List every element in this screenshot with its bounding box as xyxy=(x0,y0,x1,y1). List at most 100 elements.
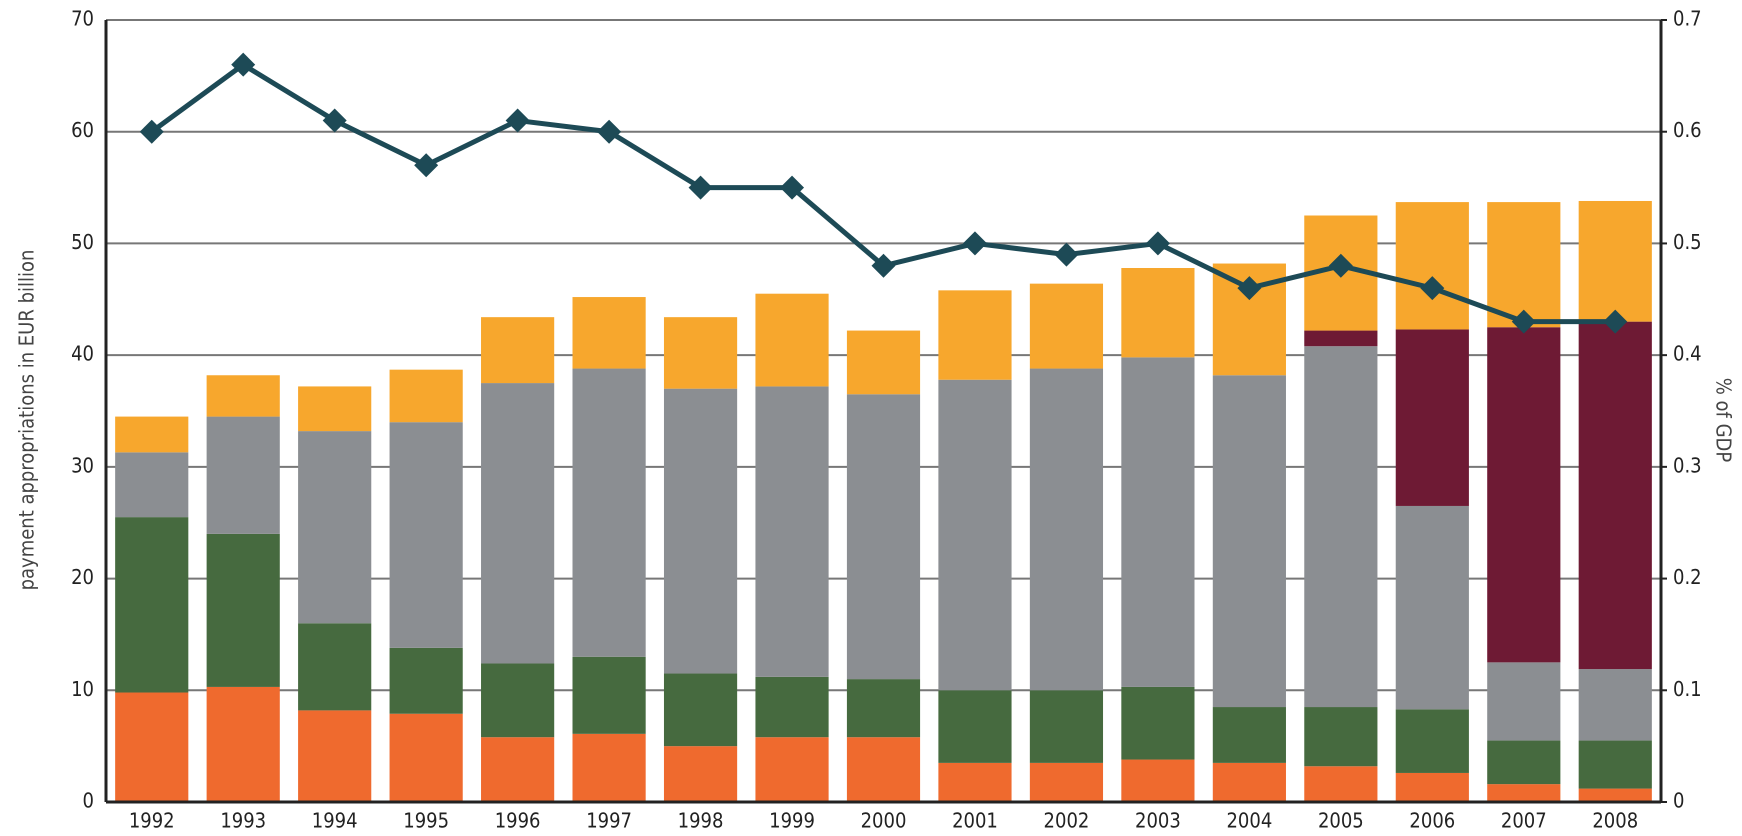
line-marker xyxy=(139,119,164,144)
y-tick-label: 70 xyxy=(71,7,94,31)
y-tick-label: 50 xyxy=(71,230,94,254)
bar-segment xyxy=(1395,709,1469,773)
bar-segment xyxy=(298,386,372,432)
bar-segment xyxy=(481,317,555,384)
bar-segment xyxy=(938,379,1012,691)
bar-segment xyxy=(1578,200,1652,322)
bar-segment xyxy=(663,317,738,389)
y2-tick-label: 0.4 xyxy=(1673,342,1702,366)
y-tick-label: 60 xyxy=(71,118,94,142)
bar-segment xyxy=(1121,268,1195,358)
bar-segment xyxy=(938,290,1012,380)
x-tick-label: 1993 xyxy=(220,809,266,833)
bar-segment xyxy=(846,737,921,802)
line-marker xyxy=(780,175,805,200)
line-marker xyxy=(231,52,256,77)
y2-tick-label: 0.6 xyxy=(1673,118,1702,142)
bar-segment xyxy=(1304,766,1378,802)
bar-segment xyxy=(755,676,829,738)
bar-segment xyxy=(1304,707,1378,767)
line-marker xyxy=(1603,309,1628,334)
bar-segment xyxy=(1304,330,1378,347)
x-tick-label: 2001 xyxy=(952,809,998,833)
bar-segment xyxy=(115,416,189,453)
bar-segment xyxy=(1212,707,1286,763)
x-tick-label: 2004 xyxy=(1226,809,1272,833)
bar-segment xyxy=(1029,368,1104,691)
bar-segment xyxy=(1578,740,1652,789)
x-tick-label: 2002 xyxy=(1044,809,1090,833)
bar-segment xyxy=(1029,762,1104,802)
bar-segment xyxy=(1395,329,1469,506)
bar-segment xyxy=(115,692,189,802)
y2-tick-label: 0.7 xyxy=(1673,7,1702,31)
x-tick-label: 2007 xyxy=(1501,809,1547,833)
bar-segment xyxy=(481,663,555,738)
line-marker xyxy=(414,153,439,178)
bar-segment xyxy=(389,647,463,714)
x-tick-label: 1998 xyxy=(678,809,724,833)
bar-segment xyxy=(1395,505,1469,710)
bar-segment xyxy=(755,386,829,677)
x-tick-label: 2008 xyxy=(1592,809,1638,833)
bar-segment xyxy=(1578,788,1652,802)
x-tick-label: 2005 xyxy=(1318,809,1364,833)
bar-segment xyxy=(1304,346,1378,708)
bar-segment xyxy=(1578,669,1652,741)
bar-segment xyxy=(1487,662,1561,741)
bar-segment xyxy=(572,733,646,802)
line-marker xyxy=(871,253,896,278)
bar-segment xyxy=(1029,283,1104,369)
bar-segment xyxy=(389,422,463,648)
bar-segment xyxy=(298,623,372,711)
x-tick-label: 1992 xyxy=(129,809,175,833)
bar-segment xyxy=(1487,740,1561,785)
bar-segment xyxy=(663,673,738,747)
y-tick-label: 0 xyxy=(83,789,94,813)
bar-segment xyxy=(663,746,738,802)
bar-segment xyxy=(572,656,646,734)
bar-segment xyxy=(389,369,463,423)
bar-segment xyxy=(1212,375,1286,708)
bar-segment xyxy=(206,416,280,534)
x-tick-label: 2000 xyxy=(861,809,907,833)
x-tick-label: 1994 xyxy=(312,809,358,833)
line xyxy=(150,61,1616,325)
bar-segment xyxy=(755,293,829,387)
bar-segment xyxy=(1395,772,1469,802)
bar-segment xyxy=(115,452,189,518)
line-marker xyxy=(1237,276,1262,301)
x-tick-label: 1999 xyxy=(769,809,815,833)
bar-segment xyxy=(572,368,646,657)
y2-tick-label: 0.5 xyxy=(1673,230,1702,254)
bar-segment xyxy=(755,737,829,802)
x-tick-label: 2006 xyxy=(1409,809,1455,833)
y2-tick-label: 0 xyxy=(1673,789,1684,813)
bar-segment xyxy=(298,710,372,802)
bar-segment xyxy=(1121,357,1195,687)
bar-segment xyxy=(938,762,1012,802)
x-tick-label: 1997 xyxy=(586,809,632,833)
bar-segment xyxy=(206,375,280,417)
y-axis-label: payment appropriations in EUR billion xyxy=(15,250,39,591)
bar-segment xyxy=(206,686,280,802)
line-marker xyxy=(1511,309,1536,334)
line-marker xyxy=(597,119,622,144)
bar-segment xyxy=(663,388,738,674)
bar-segment xyxy=(389,713,463,802)
bar-segment xyxy=(1121,686,1195,760)
line-marker xyxy=(322,108,347,133)
x-tick-label: 2003 xyxy=(1135,809,1181,833)
bar-segment xyxy=(206,533,280,687)
bar-segment xyxy=(846,394,921,680)
line-marker xyxy=(962,231,987,256)
y2-tick-label: 0.3 xyxy=(1673,453,1702,477)
line-marker xyxy=(1054,242,1079,267)
y-tick-label: 40 xyxy=(71,342,94,366)
bar-segment xyxy=(938,690,1012,763)
bar-segment xyxy=(1578,321,1652,670)
x-tick-label: 1996 xyxy=(495,809,541,833)
line-marker xyxy=(1420,276,1445,301)
x-tick-label: 1995 xyxy=(403,809,449,833)
